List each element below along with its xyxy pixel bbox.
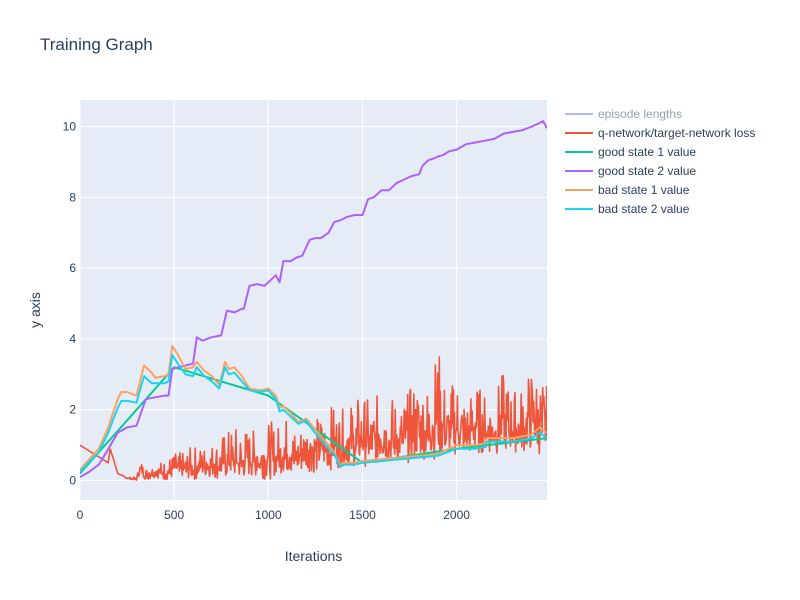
legend-item-label[interactable]: good state 1 value [598,145,696,159]
x-tick-label: 1500 [349,508,376,522]
legend-item-label[interactable]: bad state 1 value [598,183,690,197]
series-line-4 [80,345,547,471]
chart-title: Training Graph [40,35,153,54]
series-layer [80,120,547,481]
y-tick-label: 6 [69,261,76,275]
y-tick-label: 2 [69,403,76,417]
grid-lines [79,100,547,500]
series-line-3 [80,120,547,478]
y-tick-label: 8 [69,190,76,204]
legend-item-label[interactable]: bad state 2 value [598,202,690,216]
series-line-5 [80,353,547,473]
x-axis-title: Iterations [285,548,343,564]
y-tick-label: 0 [69,474,76,488]
y-tick-label: 4 [69,332,76,346]
x-axis-ticks: 0 500 1000 1500 2000 [77,508,471,522]
x-tick-label: 500 [164,508,184,522]
legend-item-label[interactable]: good state 2 value [598,164,696,178]
y-axis-ticks: 0 2 4 6 8 10 [63,120,77,488]
series-line-1 [80,356,547,481]
legend-item-label[interactable]: episode lengths [598,107,682,121]
x-tick-label: 0 [77,508,84,522]
legend: episode lengths q-network/target-network … [565,107,755,216]
legend-item-label[interactable]: q-network/target-network loss [598,126,755,140]
y-tick-label: 10 [63,120,77,134]
x-tick-label: 1000 [255,508,282,522]
plot-area [80,100,547,500]
x-tick-label: 2000 [443,508,470,522]
y-axis-title: y axis [27,292,43,328]
